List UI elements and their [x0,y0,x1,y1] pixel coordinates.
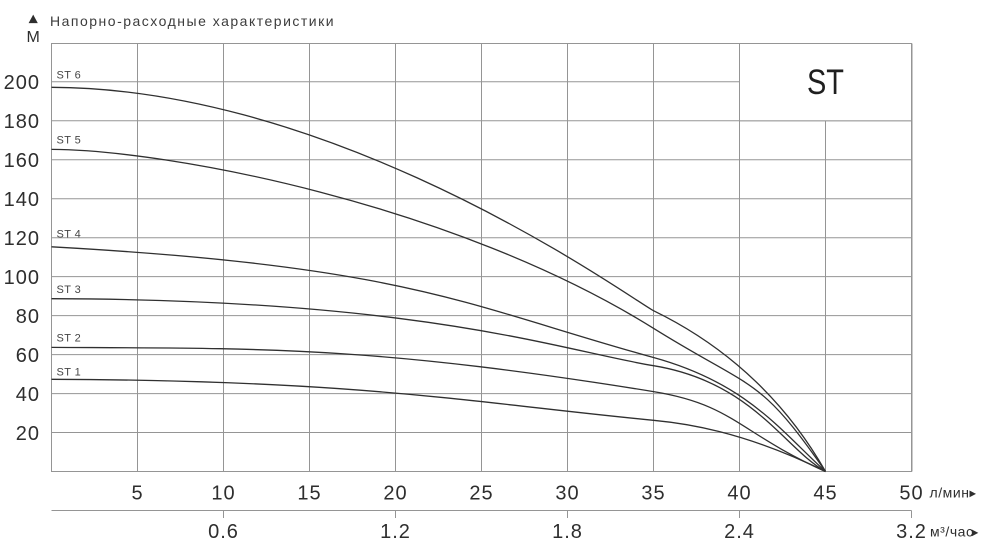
svg-text:2.4: 2.4 [724,521,755,543]
svg-text:80: 80 [16,306,40,328]
svg-text:л/мин: л/мин [930,485,970,501]
svg-text:30: 30 [555,482,579,504]
svg-text:1.2: 1.2 [380,521,411,543]
svg-text:25: 25 [469,482,493,504]
svg-text:180: 180 [4,111,40,133]
svg-text:20: 20 [383,482,407,504]
svg-text:160: 160 [4,150,40,172]
svg-text:40: 40 [16,384,40,406]
svg-text:200: 200 [4,72,40,94]
svg-text:ST: ST [807,63,844,102]
svg-text:50: 50 [899,482,923,504]
svg-text:ST 4: ST 4 [57,228,82,240]
svg-text:40: 40 [727,482,751,504]
svg-text:35: 35 [641,482,665,504]
svg-text:60: 60 [16,345,40,367]
svg-text:20: 20 [16,423,40,445]
svg-text:10: 10 [211,482,235,504]
svg-text:45: 45 [813,482,837,504]
svg-text:15: 15 [297,482,321,504]
svg-text:120: 120 [4,228,40,250]
svg-text:ST 3: ST 3 [57,284,82,296]
svg-text:5: 5 [131,482,143,504]
svg-text:М: М [27,29,40,46]
svg-text:ST 1: ST 1 [57,366,82,378]
svg-text:ST 6: ST 6 [57,69,82,81]
svg-text:100: 100 [4,267,40,289]
svg-text:3.2: 3.2 [896,521,927,543]
svg-text:ST 2: ST 2 [57,333,82,345]
svg-text:Напорно-расходные характеристи: Напорно-расходные характеристики [50,13,335,29]
svg-text:ST 5: ST 5 [57,134,82,146]
svg-text:1.8: 1.8 [552,521,583,543]
svg-text:0.6: 0.6 [208,521,239,543]
svg-text:м³/час: м³/час [930,524,974,540]
svg-text:140: 140 [4,189,40,211]
